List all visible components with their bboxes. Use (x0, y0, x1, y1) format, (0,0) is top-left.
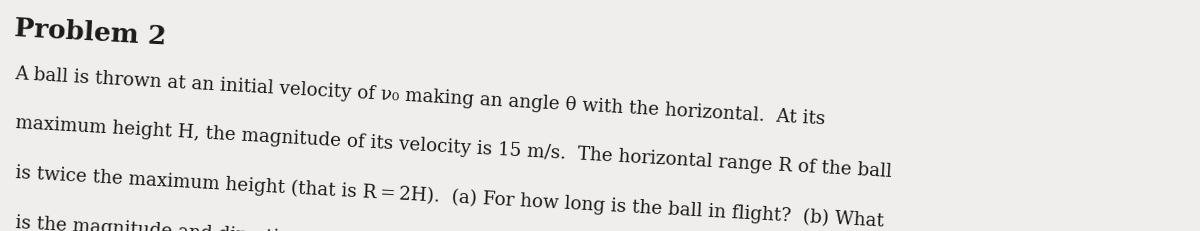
Text: Problem 2: Problem 2 (14, 16, 167, 50)
Text: is the magnitude and direction of the ball’s initial velocity ν₀?: is the magnitude and direction of the ba… (14, 214, 588, 231)
Text: maximum height H, the magnitude of its velocity is 15 m/s.  The horizontal range: maximum height H, the magnitude of its v… (14, 114, 892, 181)
Text: A ball is thrown at an initial velocity of ν₀ making an angle θ with the horizon: A ball is thrown at an initial velocity … (14, 65, 827, 128)
Text: is twice the maximum height (that is R = 2H).  (a) For how long is the ball in f: is twice the maximum height (that is R =… (14, 164, 884, 231)
